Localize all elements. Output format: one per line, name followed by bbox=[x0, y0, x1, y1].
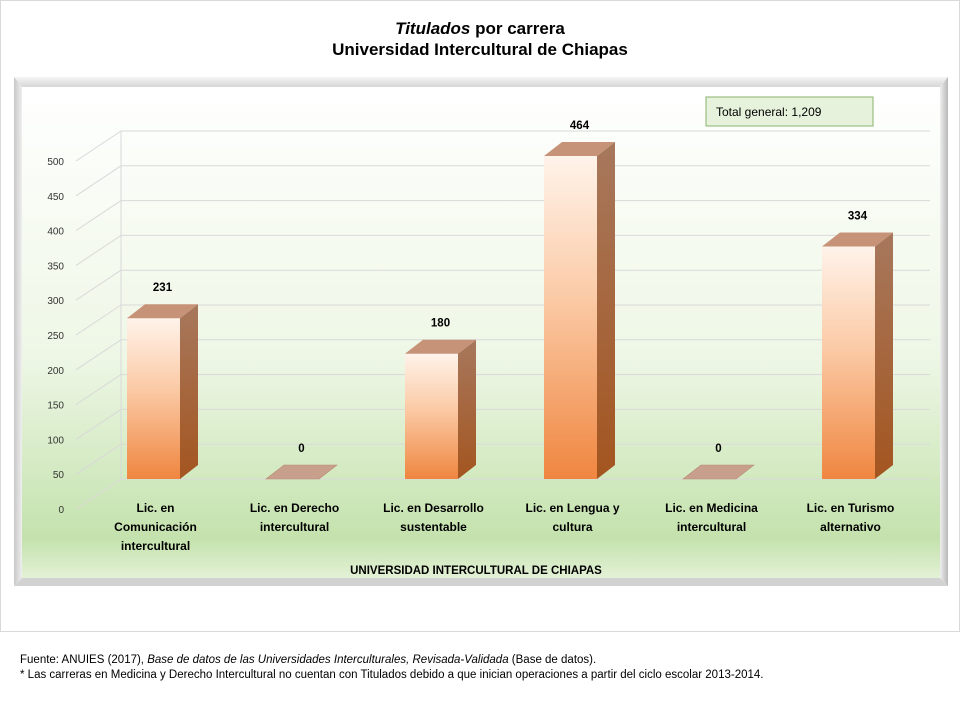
data-label: 0 bbox=[715, 443, 721, 455]
x-tick-label-line: Lic. en Medicina bbox=[665, 501, 758, 515]
gridline-perspective bbox=[75, 339, 122, 371]
y-tick-label: 200 bbox=[47, 366, 64, 377]
bar-side bbox=[180, 304, 198, 479]
bar-top bbox=[544, 142, 615, 157]
x-tick-label-line: sustentable bbox=[400, 520, 467, 534]
bar: 334 bbox=[822, 211, 893, 479]
y-tick-label: 250 bbox=[47, 331, 64, 342]
bar: 0 bbox=[682, 443, 755, 480]
footnote-line: * Las carreras en Medicina y Derecho Int… bbox=[20, 669, 764, 681]
x-tick-label: Lic. en Desarrollo sustentable bbox=[383, 501, 484, 534]
bar-side bbox=[875, 232, 893, 479]
bar-series: 231 0 180 464 0 334 bbox=[127, 120, 893, 480]
y-tick-label: 50 bbox=[53, 470, 65, 481]
bar: 180 bbox=[405, 318, 476, 479]
y-axis: 0 50 100 150 200 250 300 350 400 450 500 bbox=[47, 157, 64, 516]
x-tick-label: Lic. en Comunicación intercultural bbox=[114, 501, 197, 553]
data-label: 464 bbox=[570, 120, 590, 132]
bar-top bbox=[265, 464, 338, 480]
x-tick-label-line: Lic. en Turismo bbox=[807, 501, 895, 515]
bar-top bbox=[822, 232, 893, 247]
y-tick-label: 350 bbox=[47, 261, 64, 272]
data-label: 0 bbox=[298, 443, 304, 455]
bar-side bbox=[458, 339, 476, 479]
data-label: 231 bbox=[153, 282, 173, 294]
chart-title: Titulados por carrera Universidad Interc… bbox=[0, 18, 960, 60]
title-rest: por carrera bbox=[470, 19, 565, 38]
gridline-perspective bbox=[75, 408, 122, 440]
gridline-perspective bbox=[75, 478, 122, 510]
gridline-perspective bbox=[75, 165, 122, 197]
x-tick-label: Lic. en Medicina intercultural bbox=[665, 501, 758, 534]
total-box: Total general: 1,209 bbox=[705, 96, 874, 127]
y-tick-label: 500 bbox=[47, 157, 64, 168]
x-tick-label-line: intercultural bbox=[121, 539, 190, 553]
gridline-perspective bbox=[75, 443, 122, 475]
data-label: 334 bbox=[848, 211, 868, 223]
gridlines bbox=[75, 130, 930, 510]
gridline-perspective bbox=[75, 130, 122, 162]
x-tick-label-line: cultura bbox=[552, 520, 592, 534]
bar-chart: 0 50 100 150 200 250 300 350 400 450 500 231 0 180 46… bbox=[14, 77, 948, 586]
y-tick-label: 100 bbox=[47, 435, 64, 446]
x-tick-label-line: Comunicación bbox=[114, 520, 197, 534]
bar-front bbox=[127, 318, 180, 479]
y-tick-label: 150 bbox=[47, 401, 64, 412]
bar-front bbox=[544, 156, 597, 479]
y-tick-label: 0 bbox=[58, 505, 64, 516]
x-tick-label-line: Lic. en Desarrollo bbox=[383, 501, 484, 515]
bar-front bbox=[405, 353, 458, 479]
x-tick-label-line: intercultural bbox=[260, 520, 329, 534]
x-tick-label-line: Lic. en bbox=[136, 501, 174, 515]
chart-title-line1: Titulados por carrera bbox=[0, 18, 960, 39]
gridline-perspective bbox=[75, 304, 122, 336]
bar: 0 bbox=[265, 443, 338, 480]
gridline-perspective bbox=[75, 200, 122, 232]
x-tick-label: Lic. en Turismo alternativo bbox=[807, 501, 895, 534]
chart-area: 0 50 100 150 200 250 300 350 400 450 500 231 0 180 46… bbox=[14, 77, 948, 586]
bar-side bbox=[597, 142, 615, 479]
chart-title-line2: Universidad Intercultural de Chiapas bbox=[332, 40, 628, 59]
bar-top bbox=[127, 304, 198, 319]
total-box-label: Total general: 1,209 bbox=[716, 105, 822, 119]
y-tick-label: 400 bbox=[47, 227, 64, 238]
gridline-perspective bbox=[75, 269, 122, 301]
x-tick-label-line: intercultural bbox=[677, 520, 746, 534]
y-tick-label: 300 bbox=[47, 296, 64, 307]
x-axis-title: UNIVERSIDAD INTERCULTURAL DE CHIAPAS bbox=[350, 565, 602, 577]
bar: 464 bbox=[544, 120, 615, 479]
bar-top bbox=[405, 339, 476, 354]
bar-front bbox=[822, 246, 875, 479]
x-tick-label-line: Lic. en Derecho bbox=[250, 501, 339, 515]
data-label: 180 bbox=[431, 318, 450, 330]
bar-top bbox=[682, 464, 755, 480]
gridline-perspective bbox=[75, 374, 122, 406]
source-line: Fuente: ANUIES (2017), Base de datos de … bbox=[20, 654, 597, 666]
source-footer: Fuente: ANUIES (2017), Base de datos de … bbox=[20, 653, 940, 683]
x-tick-label-line: Lic. en Lengua y bbox=[525, 501, 619, 515]
x-tick-label-line: alternativo bbox=[820, 520, 881, 534]
x-tick-label: Lic. en Lengua y cultura bbox=[525, 501, 619, 534]
x-tick-label: Lic. en Derecho intercultural bbox=[250, 501, 339, 534]
title-italic: Titulados bbox=[395, 19, 471, 38]
gridline-perspective bbox=[75, 234, 122, 266]
y-tick-label: 450 bbox=[47, 192, 64, 203]
bar: 231 bbox=[127, 282, 198, 479]
